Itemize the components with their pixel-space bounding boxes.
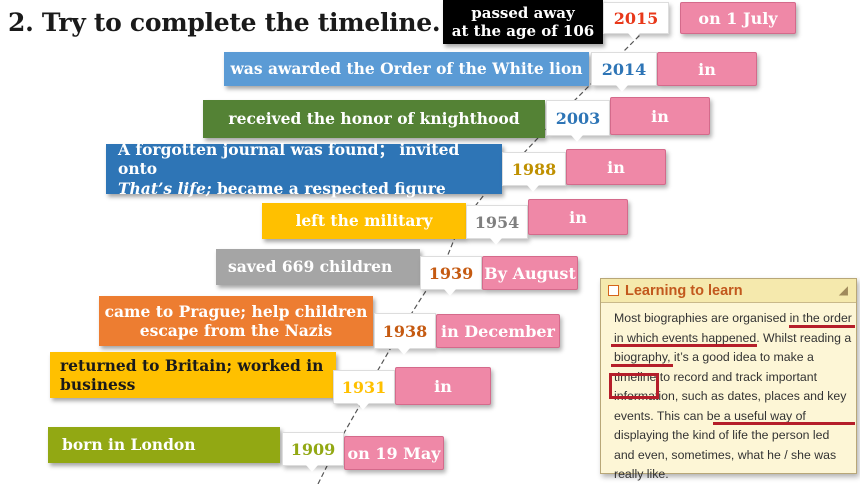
year-2003: 2003 bbox=[546, 100, 610, 142]
event-1931-box: returned to Britain; worked in business bbox=[50, 352, 336, 398]
event-1909-text: born in London bbox=[62, 435, 196, 455]
event-1938-box: came to Prague; help children escape fro… bbox=[99, 296, 373, 346]
event-1954-box: left the military bbox=[262, 203, 466, 239]
event-2003-text: received the honor of knighthood bbox=[228, 109, 520, 129]
learning-to-learn-box: Learning to learn ◢ Most biographies are… bbox=[600, 278, 857, 481]
event-2014-box: was awarded the Order of the White lion bbox=[224, 52, 589, 86]
event-1988-show-title: That’s life; bbox=[118, 178, 212, 198]
corner-triangle-icon: ◢ bbox=[838, 283, 848, 297]
event-2003-box: received the honor of knighthood bbox=[203, 100, 545, 138]
answer-1931[interactable]: in bbox=[395, 367, 491, 405]
event-1988-text-rest: became a respected figure bbox=[211, 178, 446, 198]
year-1988: 1988 bbox=[502, 152, 566, 192]
event-2014-text: was awarded the Order of the White lion bbox=[230, 59, 583, 79]
year-1931: 1931 bbox=[333, 370, 395, 410]
checkbox-icon bbox=[608, 285, 619, 296]
learning-body: Most biographies are organised in the or… bbox=[614, 311, 852, 481]
event-1938-text: came to Prague; help children escape fro… bbox=[104, 301, 368, 340]
answer-1939[interactable]: By August bbox=[482, 256, 578, 290]
event-1939-box: saved 669 children bbox=[216, 249, 420, 285]
event-1988-text-line2: That’s life; became a respected figure bbox=[118, 179, 446, 198]
answer-2014[interactable]: in bbox=[657, 52, 757, 86]
answer-1909[interactable]: on 19 May bbox=[344, 436, 444, 470]
answer-1938[interactable]: in December bbox=[436, 314, 560, 348]
year-2015: 2015 bbox=[603, 2, 669, 40]
event-1909-box: born in London bbox=[48, 427, 280, 463]
event-1988-text-line1: A forgotten journal was found； invited o… bbox=[118, 139, 460, 179]
underline-in-which-events bbox=[611, 344, 757, 347]
underline-useful-way bbox=[713, 422, 855, 425]
event-2015-text: passed away at the age of 106 bbox=[451, 4, 595, 40]
page-title: 2. Try to complete the timeline. bbox=[8, 8, 441, 37]
learning-header: Learning to learn ◢ bbox=[601, 279, 856, 303]
year-2014: 2014 bbox=[591, 52, 657, 92]
answer-1954[interactable]: in bbox=[528, 199, 628, 235]
answer-2015[interactable]: on 1 July bbox=[680, 2, 796, 34]
event-1988-box: A forgotten journal was found； invited o… bbox=[106, 140, 502, 198]
year-1909: 1909 bbox=[282, 432, 344, 472]
answer-1988[interactable]: in bbox=[566, 149, 666, 185]
timeline-highlight-box bbox=[609, 373, 659, 399]
event-1954-text: left the military bbox=[295, 211, 433, 231]
year-1939: 1939 bbox=[420, 256, 482, 296]
event-2015-box: passed away at the age of 106 bbox=[443, 0, 603, 44]
event-1939-text: saved 669 children bbox=[228, 257, 393, 277]
year-1938: 1938 bbox=[374, 313, 436, 355]
year-1954: 1954 bbox=[466, 205, 528, 245]
underline-a-biography bbox=[611, 364, 673, 367]
learning-title: Learning to learn bbox=[625, 282, 743, 299]
event-1931-text: returned to Britain; worked in business bbox=[60, 355, 324, 394]
underline-in-the-order bbox=[789, 325, 855, 328]
answer-2003[interactable]: in bbox=[610, 97, 710, 135]
